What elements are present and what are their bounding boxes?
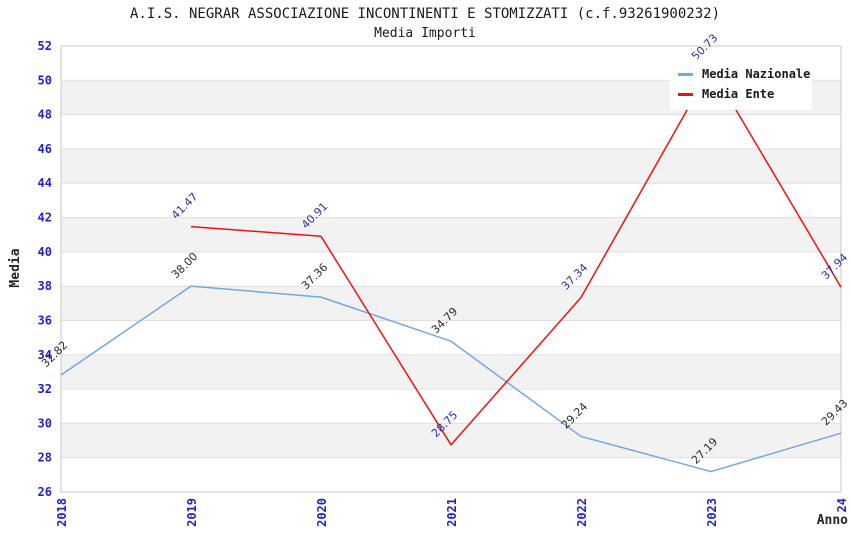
y-tick-label: 44 — [38, 176, 52, 190]
y-tick-label: 26 — [38, 485, 52, 499]
grid-band — [61, 286, 841, 321]
y-tick-label: 32 — [38, 382, 52, 396]
grid-band — [61, 457, 841, 492]
y-tick-label: 48 — [38, 108, 52, 122]
y-axis-title: Media — [8, 248, 23, 288]
y-tick-label: 46 — [38, 142, 52, 156]
grid-band — [61, 320, 841, 355]
grid-band — [61, 354, 841, 390]
x-tick-label: 2023 — [705, 498, 719, 527]
grid-band — [61, 251, 841, 287]
grid-band — [61, 114, 841, 149]
y-tick-label: 28 — [38, 451, 52, 465]
y-tick-label: 36 — [38, 313, 52, 327]
y-tick-label: 52 — [38, 39, 52, 53]
x-axis-title: Anno — [814, 513, 848, 528]
y-tick-label: 38 — [38, 279, 52, 293]
grid-band — [61, 183, 841, 218]
chart-title: A.I.S. NEGRAR ASSOCIAZIONE INCONTINENTI … — [129, 6, 720, 22]
y-tick-label: 50 — [38, 73, 52, 87]
y-tick-label: 30 — [38, 416, 52, 430]
legend-item-media-ente: Media Ente — [678, 84, 804, 104]
x-tick-label: 2019 — [185, 498, 199, 527]
grid-band — [61, 148, 841, 184]
series-line-media-nazionale — [60, 285, 842, 473]
chart-subtitle: Media Importi — [374, 26, 476, 41]
legend-label-media-nazionale: Media Nazionale — [702, 67, 811, 81]
grid-band — [61, 217, 841, 252]
x-tick-label: 2022 — [575, 498, 589, 527]
legend-item-media-nazionale: Media Nazionale — [678, 64, 810, 84]
y-tick-label: 40 — [38, 245, 52, 259]
y-tick-label: 34 — [38, 348, 52, 362]
x-tick-label: 2018 — [55, 498, 69, 527]
grid-band — [61, 423, 841, 458]
grid-band — [61, 389, 841, 424]
legend: Media Nazionale Media Ente — [670, 59, 812, 110]
legend-swatch-media-ente — [678, 92, 693, 96]
x-tick-label: 2021 — [445, 498, 459, 527]
x-tick-label: 2020 — [315, 498, 329, 527]
legend-label-media-ente: Media Ente — [702, 87, 775, 101]
legend-swatch-media-nazionale — [678, 72, 693, 76]
plot-border — [60, 45, 842, 493]
y-tick-label: 42 — [38, 211, 52, 225]
